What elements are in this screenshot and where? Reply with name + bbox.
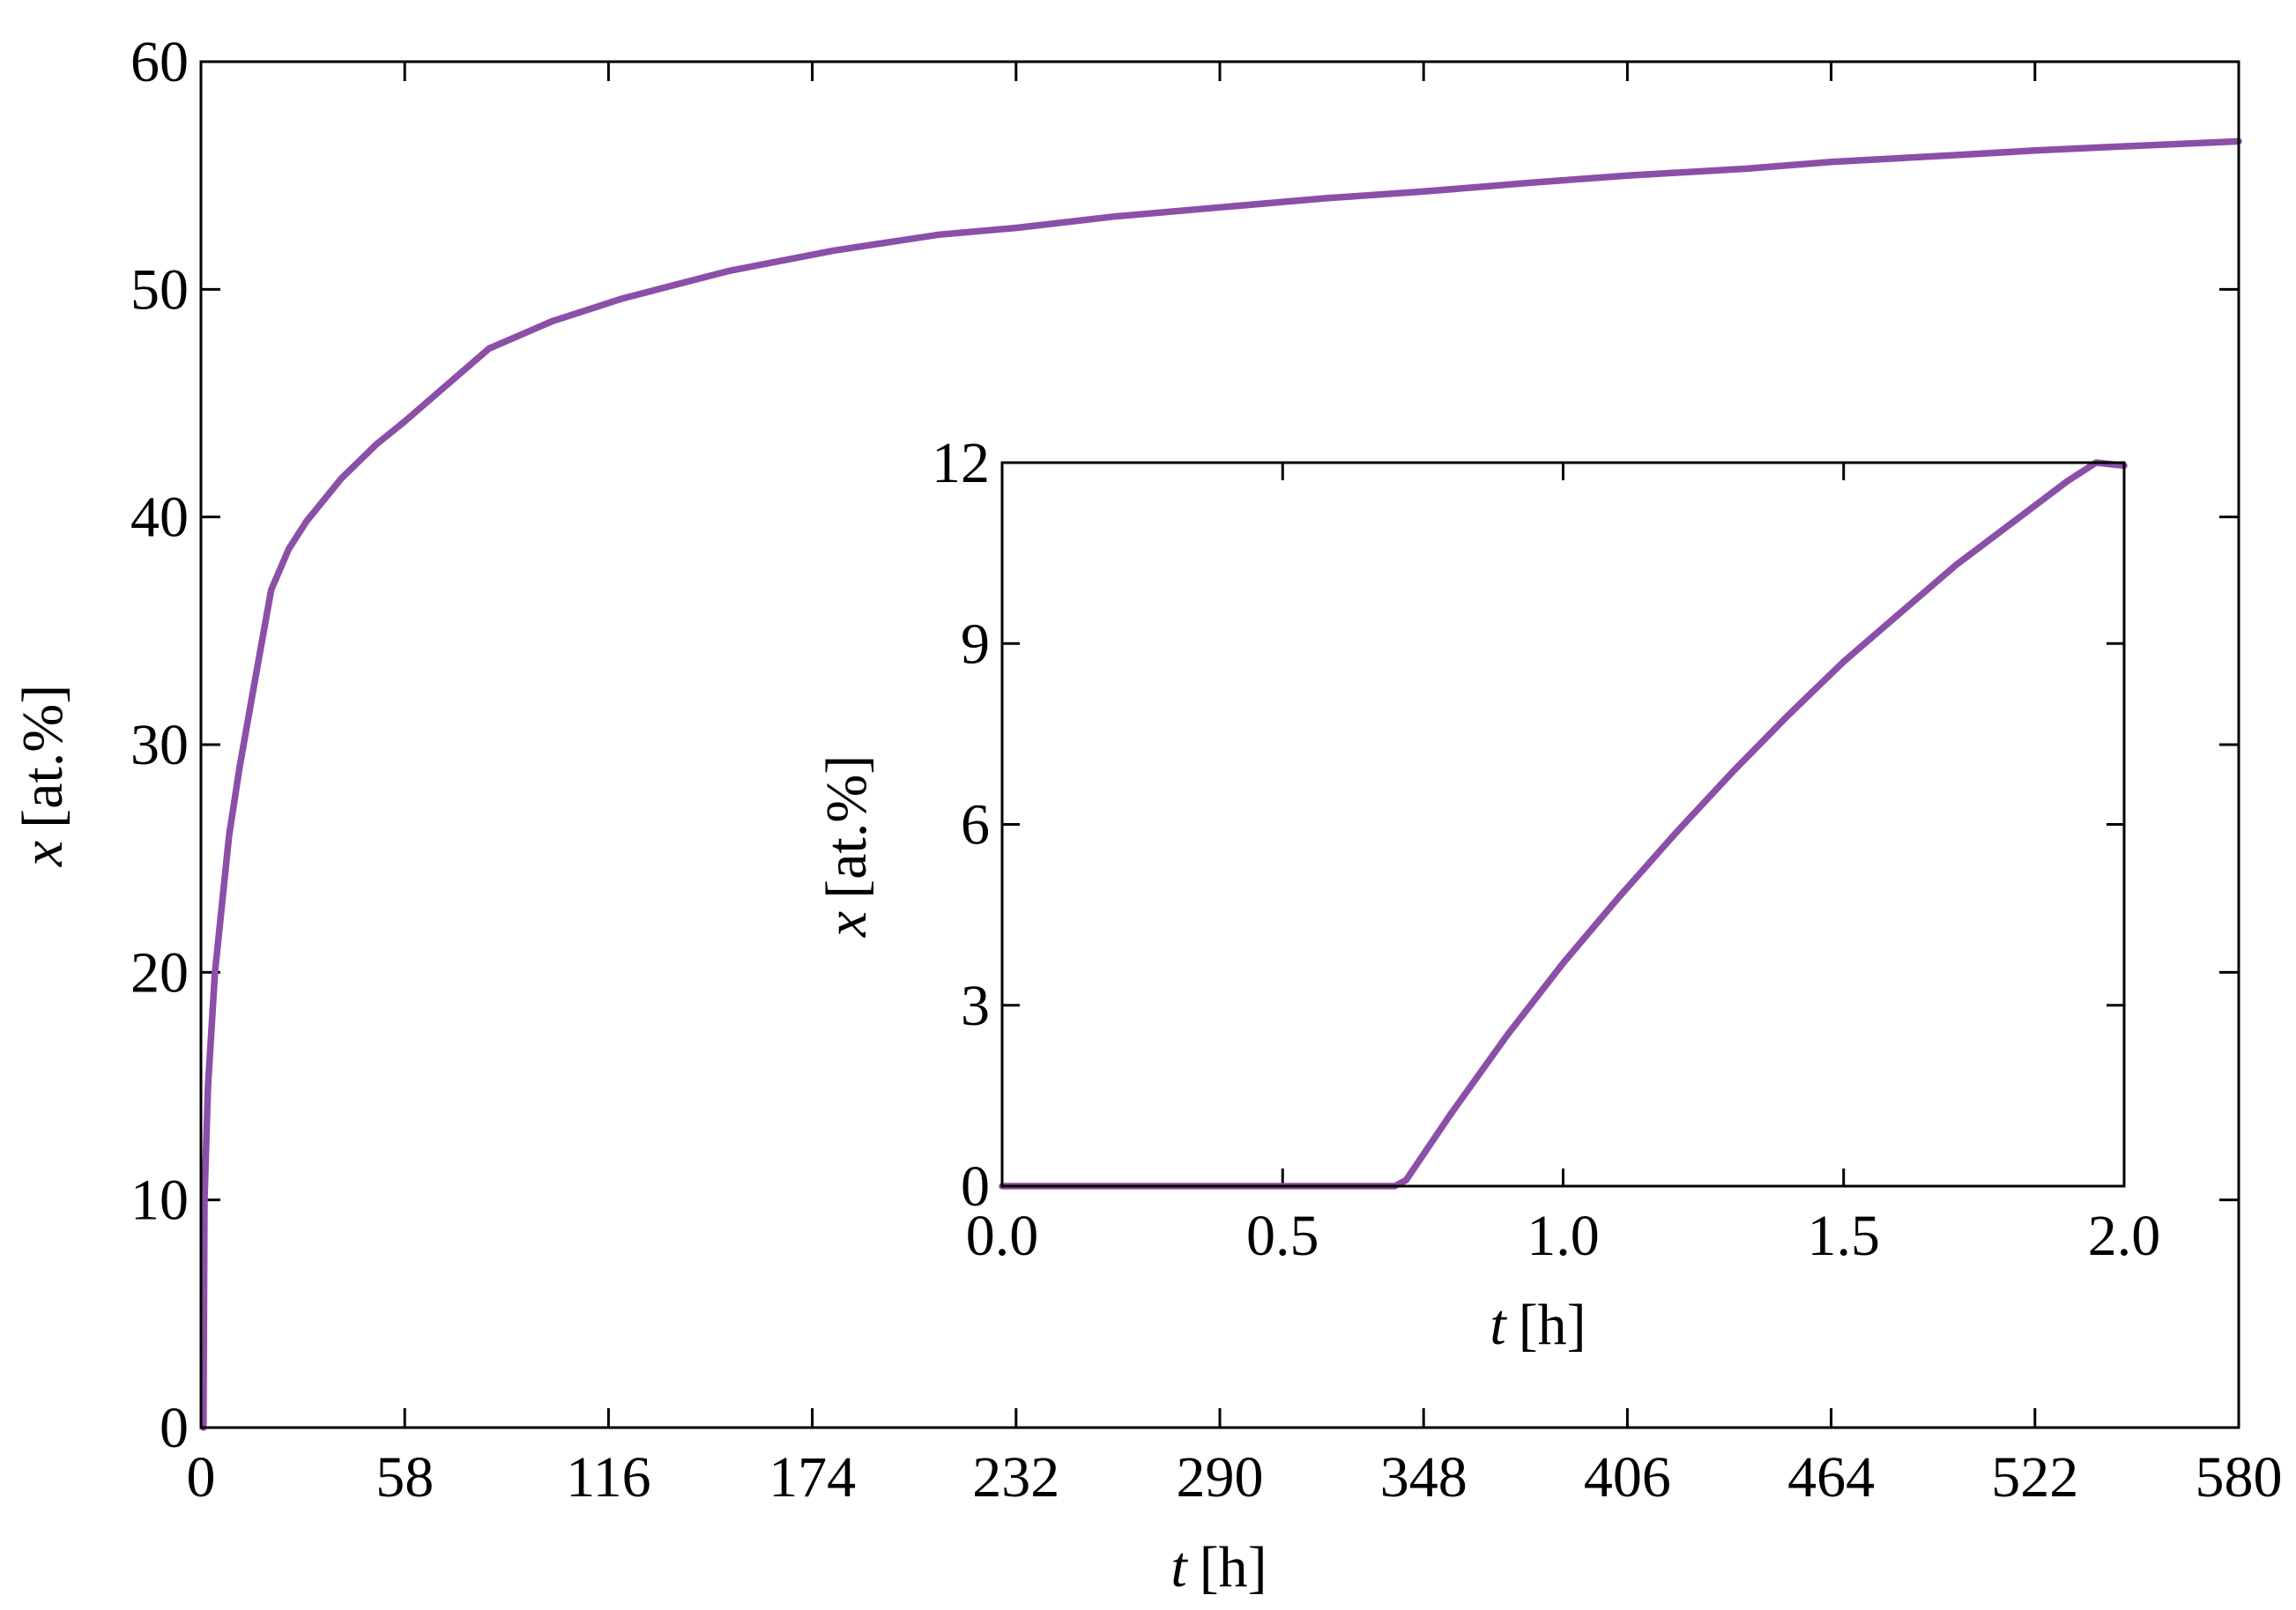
main-x-tick-label: 522: [1991, 1445, 2078, 1510]
main-y-tick-label: 40: [130, 486, 189, 550]
main-series-line: [200, 137, 2242, 1431]
main-x-tick-label: 58: [375, 1445, 434, 1510]
main-x-axis-unit: [h]: [1200, 1535, 1267, 1599]
main-x-tick-label: 464: [1787, 1445, 1875, 1510]
main-x-tick-label: 232: [972, 1445, 1059, 1510]
inset-x-tick-label: 1.0: [1527, 1204, 1600, 1268]
main-x-tick-label: 0: [187, 1445, 216, 1510]
inset-background: [1002, 463, 2124, 1186]
main-y-tick-label: 0: [160, 1396, 189, 1460]
main-y-tick-label: 10: [130, 1169, 189, 1233]
inset-series: [999, 459, 2128, 1190]
main-x-tick-label: 290: [1177, 1445, 1264, 1510]
main-y-axis-var: x: [11, 841, 75, 867]
main-x-tick-label: 406: [1584, 1445, 1671, 1510]
inset-y-axis-var: x: [814, 911, 879, 938]
main-x-tick-label: 348: [1380, 1445, 1468, 1510]
main-ticks: 0 58 116 174 232 290 348 406 464 522 5800102030405…: [130, 30, 2283, 1510]
main-x-tick-label: 580: [2196, 1445, 2283, 1510]
main-y-axis-label: x [at.%]: [11, 685, 75, 867]
inset-y-axis-unit: [at.%]: [814, 755, 879, 899]
inset-plot-frame: [1000, 461, 2126, 1188]
inset-plot: 0.0 0.5 1.0 1.5 2.0 0 3 6 9 12 t [h] x [at.%]: [814, 431, 2160, 1357]
inset-x-axis-var: t: [1490, 1293, 1507, 1357]
main-x-tick-label: 174: [769, 1445, 856, 1510]
inset-x-tick-label: 1.5: [1808, 1204, 1881, 1268]
inset-y-axis-label: x [at.%]: [814, 755, 879, 938]
main-y-tick-label: 60: [130, 30, 189, 94]
main-y-tick-label: 50: [130, 257, 189, 322]
inset-y-tick-label: 0: [961, 1154, 990, 1219]
inset-x-tick-label: 0.5: [1246, 1204, 1319, 1268]
inset-ticks: 0.0 0.5 1.0 1.5 2.0 0 3 6 9 12: [932, 431, 2160, 1268]
inset-x-tick-label: 2.0: [2088, 1204, 2161, 1268]
main-y-axis-unit: [at.%]: [11, 685, 75, 828]
inset-y-tick-label: 6: [961, 793, 990, 857]
main-series: [200, 137, 2242, 1431]
main-x-axis-var: t: [1170, 1535, 1188, 1599]
main-plot-frame: [199, 60, 2240, 1429]
inset-y-tick-label: 9: [961, 612, 990, 676]
inset-x-tick-label: 0.0: [966, 1204, 1039, 1268]
inset-y-tick-label: 3: [961, 974, 990, 1038]
main-plot: 0 58 116 174 232 290 348 406 464 522 5800102030405…: [11, 30, 2283, 1599]
inset-x-axis-unit: [h]: [1519, 1293, 1586, 1357]
inset-x-axis-label: t [h]: [1490, 1293, 1586, 1357]
inset-series-line: [999, 459, 2128, 1190]
main-y-tick-label: 30: [130, 713, 189, 777]
inset-y-tick-label: 12: [932, 431, 990, 495]
main-y-tick-label: 20: [130, 940, 189, 1005]
main-x-axis-label: t [h]: [1170, 1535, 1267, 1599]
main-x-tick-label: 116: [566, 1445, 651, 1510]
